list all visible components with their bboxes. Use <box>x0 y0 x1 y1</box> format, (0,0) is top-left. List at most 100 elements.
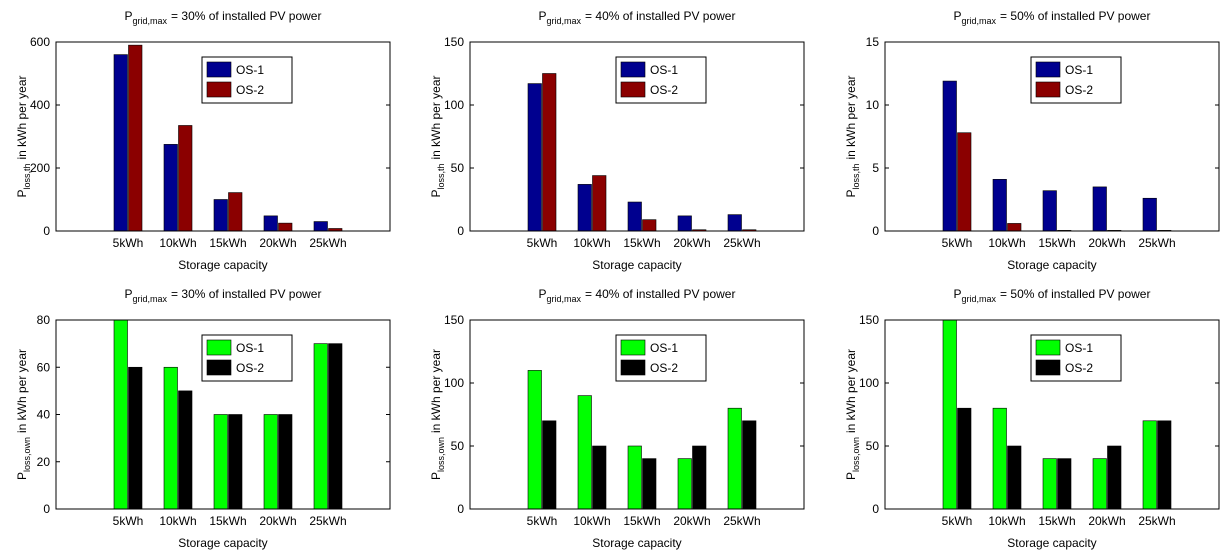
chart-title-text: = 50% of installed PV power <box>1000 9 1150 23</box>
y-axis-label: Ploss,own in kWh per year <box>844 349 861 480</box>
legend: OS-1 OS-2 <box>1030 56 1122 104</box>
y-tick-label: 0 <box>43 502 50 516</box>
bar <box>213 414 228 510</box>
y-tick-label: 150 <box>444 35 464 49</box>
legend-swatch <box>206 61 232 78</box>
x-tick-label: 5kWh <box>527 236 558 250</box>
bar <box>542 420 557 510</box>
bar <box>128 366 143 510</box>
x-tick-label: 10kWh <box>159 514 196 528</box>
x-tick-label: 10kWh <box>988 236 1025 250</box>
chart-title-text: = 30% of installed PV power <box>171 9 321 23</box>
x-axis-label: Storage capacity <box>592 536 681 550</box>
bar <box>742 420 757 510</box>
bar <box>627 201 642 232</box>
x-tick-label: 20kWh <box>1088 236 1125 250</box>
x-tick-label: 20kWh <box>259 514 296 528</box>
x-tick-label: 25kWh <box>1138 514 1175 528</box>
chart-title-symbol: P <box>539 287 547 301</box>
x-tick-label: 20kWh <box>673 514 710 528</box>
chart-title-symbol: P <box>539 9 547 23</box>
axes-frame <box>55 41 391 232</box>
x-tick-label: 15kWh <box>1038 236 1075 250</box>
y-tick-label: 60 <box>37 360 51 374</box>
y-tick-label: 80 <box>37 313 51 327</box>
x-tick-label: 20kWh <box>259 236 296 250</box>
y-axis-label-symbol: P <box>429 190 443 198</box>
x-axis-label: Storage capacity <box>592 258 681 272</box>
chart-title: Pgrid,max = 30% of installed PV power <box>125 9 322 26</box>
axes-frame <box>55 319 391 510</box>
bar <box>213 199 228 232</box>
legend-label: OS-2 <box>236 361 264 375</box>
y-tick-label: 0 <box>872 224 879 238</box>
y-tick-label: 100 <box>444 376 464 390</box>
y-axis-label-subscript: loss,own <box>851 437 861 472</box>
y-tick-label: 200 <box>30 161 50 175</box>
y-tick-label: 600 <box>30 35 50 49</box>
x-tick-label: 20kWh <box>673 236 710 250</box>
bar <box>1092 458 1107 510</box>
bar <box>527 370 542 510</box>
y-axis-label-text: in kWh per year <box>429 349 443 433</box>
bar <box>992 179 1007 232</box>
y-axis-label-symbol: P <box>15 472 29 480</box>
chart-title-subscript: grid,max <box>133 16 168 26</box>
bar <box>957 407 972 510</box>
bar <box>592 175 607 232</box>
bar <box>677 215 692 232</box>
x-axis-label: Storage capacity <box>1007 536 1096 550</box>
y-axis-label-text: in kWh per year <box>15 75 29 159</box>
bar <box>577 395 592 510</box>
bar <box>677 458 692 510</box>
y-axis-label-subscript: loss,own <box>436 437 446 472</box>
y-axis-label: Ploss,own in kWh per year <box>429 349 446 480</box>
bar <box>228 414 243 510</box>
bar <box>727 407 742 510</box>
bar <box>313 221 328 232</box>
chart-title-subscript: grid,max <box>547 16 582 26</box>
bar <box>542 73 557 232</box>
bar <box>1092 186 1107 232</box>
y-tick-label: 0 <box>457 224 464 238</box>
y-tick-label: 400 <box>30 98 50 112</box>
bar <box>263 414 278 510</box>
y-axis-label-subscript: loss,th <box>436 164 446 190</box>
legend-label: OS-1 <box>236 63 264 77</box>
legend-swatch <box>620 61 646 78</box>
legend-swatch <box>1035 81 1061 98</box>
bar <box>727 214 742 232</box>
chart-title-symbol: P <box>954 287 962 301</box>
chart-title-text: = 50% of installed PV power <box>1000 287 1150 301</box>
x-tick-label: 25kWh <box>723 514 760 528</box>
bar <box>942 319 957 510</box>
legend: OS-1 OS-2 <box>201 334 293 382</box>
bar <box>692 445 707 510</box>
legend-label: OS-2 <box>1065 83 1093 97</box>
bar <box>1107 445 1122 510</box>
chart-title: Pgrid,max = 30% of installed PV power <box>125 287 322 304</box>
y-tick-label: 50 <box>866 439 880 453</box>
x-tick-label: 25kWh <box>309 514 346 528</box>
bar <box>1007 223 1022 232</box>
x-tick-label: 15kWh <box>209 514 246 528</box>
legend-swatch <box>206 359 232 376</box>
y-tick-label: 50 <box>451 439 465 453</box>
x-tick-label: 25kWh <box>1138 236 1175 250</box>
x-tick-label: 15kWh <box>623 236 660 250</box>
x-tick-label: 25kWh <box>309 236 346 250</box>
x-tick-label: 5kWh <box>942 236 973 250</box>
y-tick-label: 40 <box>37 408 51 422</box>
y-axis-label-symbol: P <box>844 472 858 480</box>
chart-title: Pgrid,max = 40% of installed PV power <box>539 287 736 304</box>
bar <box>278 414 293 510</box>
bar <box>1042 458 1057 510</box>
y-tick-label: 20 <box>37 455 51 469</box>
bar <box>178 125 193 232</box>
bar <box>113 319 128 510</box>
bar <box>627 445 642 510</box>
chart-title-subscript: grid,max <box>962 294 997 304</box>
y-tick-label: 5 <box>872 161 879 175</box>
y-tick-label: 0 <box>872 502 879 516</box>
bar <box>328 343 343 510</box>
